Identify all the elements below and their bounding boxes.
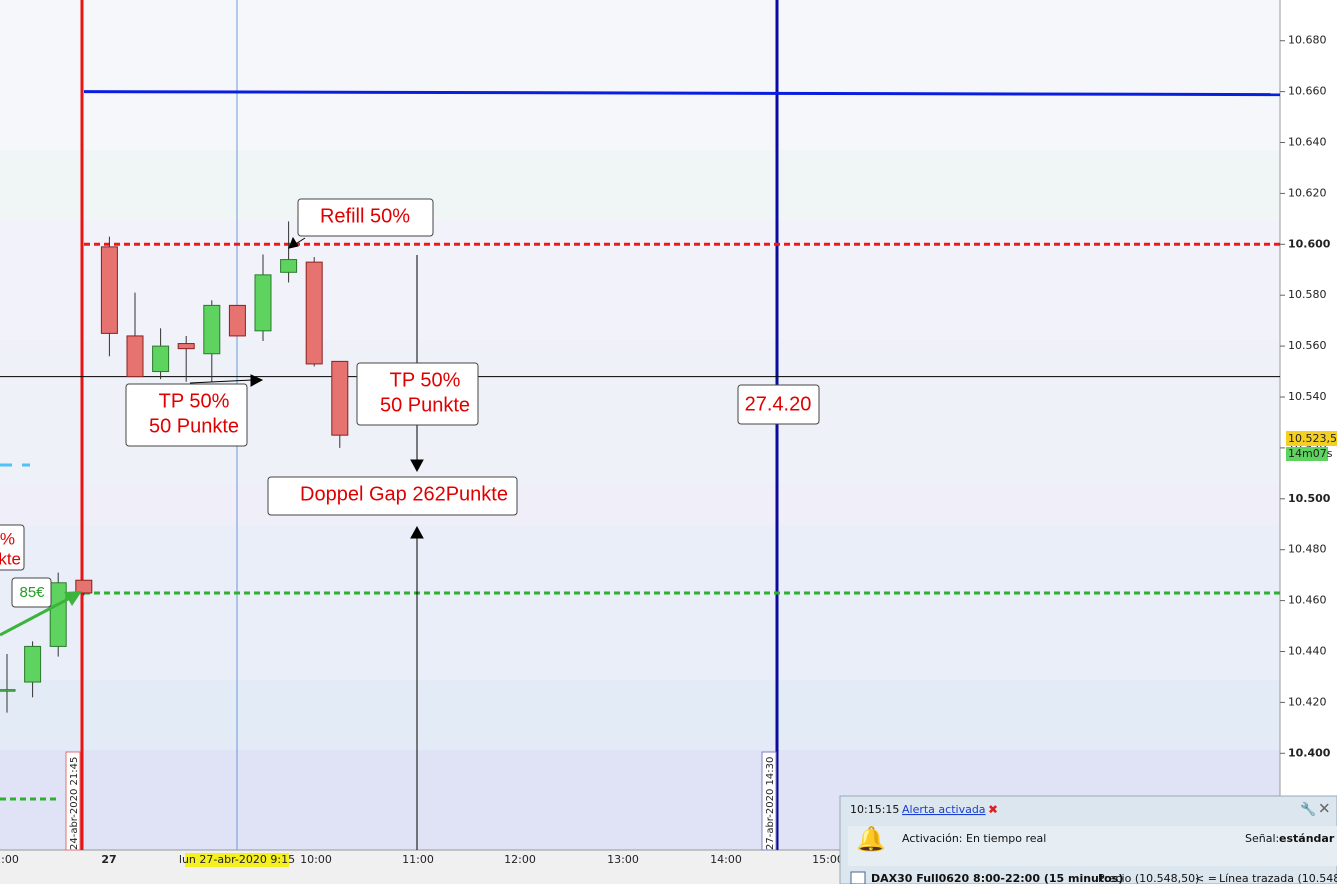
annotation: TP 50% [0, 529, 15, 548]
candle-body [203, 304, 221, 355]
candle-body [280, 259, 298, 273]
alert-panel: 10:15:15 Alerta activada ✖ 🔧 ✕ 🔔 Activac… [839, 795, 1337, 885]
annotation: TP 50% [390, 369, 461, 391]
y-tick-label: 10.500 [1288, 492, 1331, 505]
x-tick-label: 15:00 [812, 853, 844, 866]
y-tick-label: 10.440 [1288, 644, 1327, 657]
x-tick-label: 12:00 [504, 853, 536, 866]
candle-body [331, 360, 349, 436]
alert-activation: Activación: En tiempo real [902, 832, 1046, 845]
vertical-label: 27-abr-2020 14:30 [765, 757, 776, 850]
signal-label: Señal: [1245, 832, 1279, 845]
y-tick-label: 10.600 [1288, 237, 1331, 250]
annotation: TP 50% [159, 390, 230, 412]
x-tick-label: 13:00 [607, 853, 639, 866]
y-tick-label: 10.480 [1288, 543, 1327, 556]
level-line [83, 90, 1281, 97]
arrow-head [64, 591, 82, 606]
countdown: 14m07s [1288, 447, 1333, 460]
annotation: 50 Punkte [380, 394, 470, 416]
candle-body [49, 582, 67, 647]
annotation: Refill 50% [320, 205, 410, 227]
bell-icon: 🔔 [856, 825, 886, 853]
signal-value: estándar [1279, 832, 1335, 845]
x-label-highlight [185, 853, 289, 867]
annotation: 27.4.20 [745, 393, 812, 415]
y-tick-label: 10.400 [1288, 746, 1331, 759]
arrows [189, 236, 424, 850]
annotation: 50 Punkte [149, 415, 239, 437]
alert-time: 10:15:15 [850, 803, 899, 816]
target: Línea trazada (10.548) [1219, 872, 1337, 884]
y-tick-label: 10.580 [1288, 288, 1327, 301]
candle-body [305, 261, 323, 365]
x-tick-label: 14:00 [710, 853, 742, 866]
vertical-label-box [761, 751, 777, 851]
price-tag [1286, 431, 1337, 446]
y-tick-label: 10.680 [1288, 34, 1327, 47]
y-tick-label: 10.620 [1288, 186, 1327, 199]
close-button[interactable]: ✕ [1318, 800, 1331, 818]
arrow [0, 596, 71, 637]
close-icon[interactable]: ✖ [988, 803, 998, 817]
countdown-tag [1286, 447, 1328, 461]
vertical-label: 24-abr-2020 21:45 [69, 757, 80, 850]
settings-icon[interactable]: 🔧 [1300, 801, 1316, 818]
candle-body [228, 304, 246, 337]
x-tick-label: 10:00 [300, 853, 332, 866]
y-tick-label: 10.460 [1288, 594, 1327, 607]
candle-body [0, 689, 16, 692]
candle-body [126, 335, 144, 378]
annotation: 85€ [19, 584, 45, 601]
y-tick-label: 10.560 [1288, 339, 1327, 352]
price-label: 10.523,50 [1288, 432, 1337, 445]
y-tick-label: 10.640 [1288, 136, 1327, 149]
candle-body [24, 645, 42, 683]
instrument: DAX30 Full0620 8:00-22:00 (15 minutos) [871, 872, 1123, 884]
candle-body [100, 246, 118, 334]
x-tick-label: 11:00 [0, 853, 19, 866]
vertical-label-box [65, 751, 81, 851]
condition: Precio (10.548,50) [1098, 872, 1199, 884]
candle-body [75, 579, 93, 594]
candle-body [177, 343, 195, 350]
y-tick-label: 10.420 [1288, 695, 1327, 708]
alert-link[interactable]: Alerta activada [902, 803, 986, 816]
x-tick-label: lun 27-abr-2020 9:15 [179, 853, 295, 866]
x-tick-label: 11:00 [402, 853, 434, 866]
annotation-boxes [0, 198, 820, 608]
y-tick-label: 10.660 [1288, 85, 1327, 98]
candle-body [152, 345, 170, 373]
operator: < = [1195, 872, 1217, 884]
x-tick-label: 27 [101, 853, 116, 866]
annotation: 50 Punkte [0, 549, 21, 568]
candle-body [254, 274, 272, 332]
annotation: Doppel Gap 262Punkte [300, 483, 508, 505]
y-tick-label: 10.540 [1288, 390, 1327, 403]
